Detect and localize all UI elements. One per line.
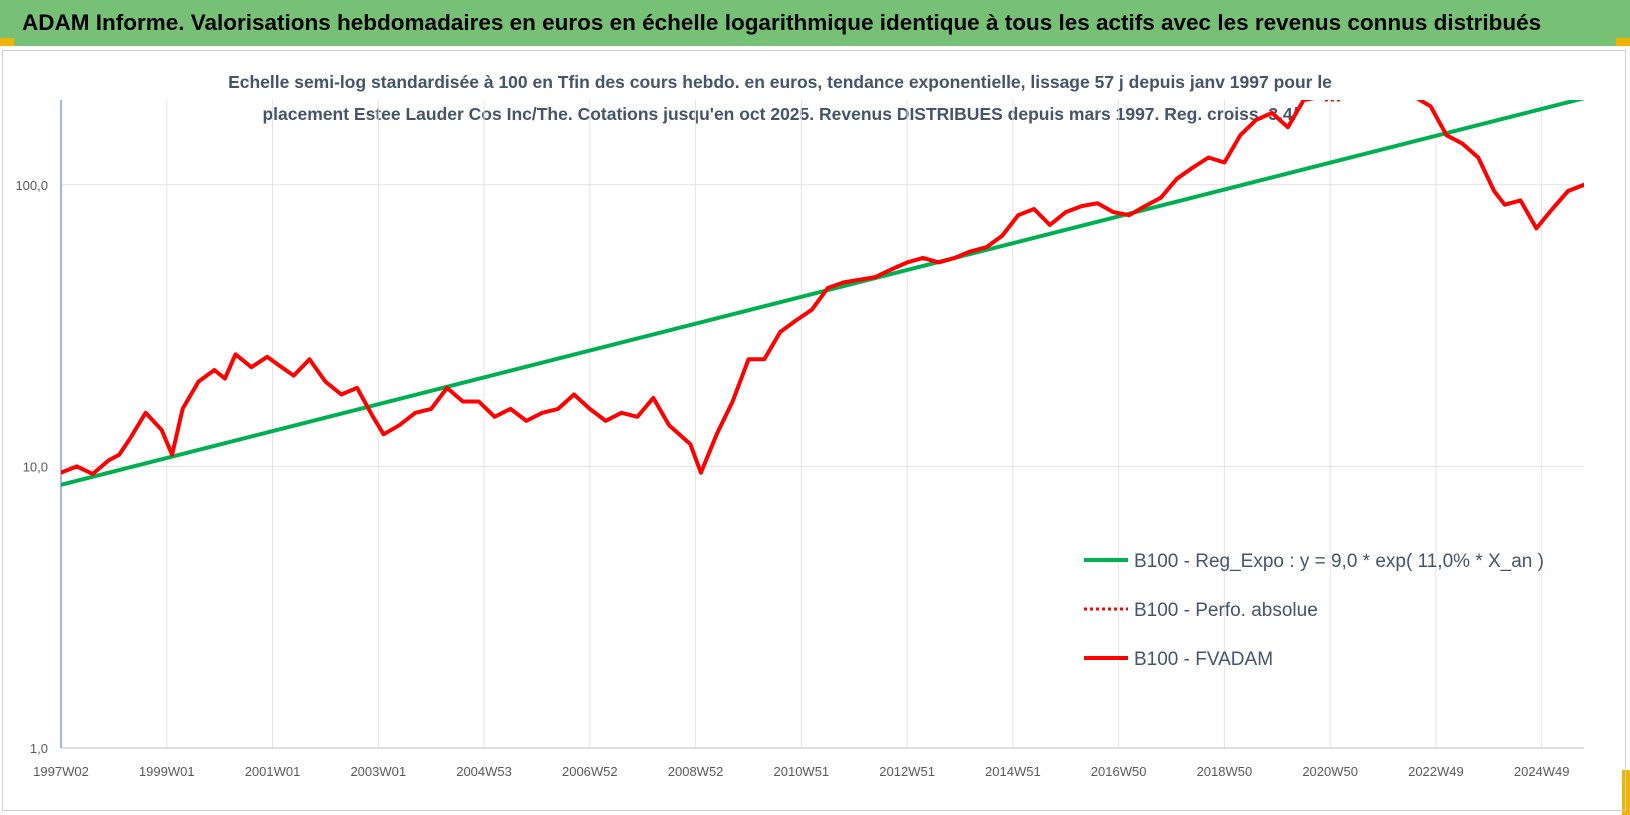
x-tick-label: 2024W49 <box>1514 764 1570 779</box>
axes: 1997W02 1999W01 2001W01 2003W01 2004W53 2006W… <box>15 100 1584 779</box>
legend: B100 - Reg_Expo : y = 9,0 * exp( 11,0% *… <box>1084 551 1544 670</box>
corner-marker <box>1622 770 1630 815</box>
y-tick-label: 10,0 <box>23 459 48 474</box>
x-tick-label: 2003W01 <box>350 764 406 779</box>
title-bar: ADAM Informe. Valorisations hebdomadaire… <box>0 0 1630 46</box>
x-tick-label: 2022W49 <box>1408 764 1464 779</box>
grid-lines <box>61 100 1584 749</box>
legend-label: B100 - Perfo. absolue <box>1134 600 1318 621</box>
series-line-3 <box>61 100 1584 476</box>
x-tick-label: 2006W52 <box>562 764 618 779</box>
x-tick-label: 2001W01 <box>245 764 301 779</box>
x-tick-label: 2004W53 <box>456 764 512 779</box>
x-tick-label: 2020W50 <box>1302 764 1358 779</box>
corner-marker <box>0 38 14 46</box>
chart-subtitle-line2: placement Estee Lauder Cos Inc/The. Cota… <box>262 104 1298 124</box>
x-tick-label: 2018W50 <box>1197 764 1253 779</box>
x-tick-label: 2014W51 <box>985 764 1041 779</box>
chart-subtitle-line1: Echelle semi-log standardisée à 100 en T… <box>228 72 1332 92</box>
legend-label: B100 - Reg_Expo : y = 9,0 * exp( 11,0% *… <box>1134 551 1544 572</box>
legend-label: B100 - FVADAM <box>1134 649 1273 670</box>
x-tick-label: 2016W50 <box>1091 764 1147 779</box>
y-tick-label: 1,0 <box>30 741 48 756</box>
x-tick-label: 2008W52 <box>668 764 724 779</box>
page-title: ADAM Informe. Valorisations hebdomadaire… <box>22 10 1542 35</box>
x-tick-label: 2010W51 <box>774 764 830 779</box>
x-tick-label: 1997W02 <box>33 764 89 779</box>
series-line-1 <box>61 100 1584 487</box>
series-lines <box>61 100 1584 487</box>
corner-marker <box>1616 38 1630 46</box>
x-tick-label: 1999W01 <box>139 764 195 779</box>
y-tick-label: 100,0 <box>15 178 48 193</box>
chart-frame <box>2 50 1626 811</box>
x-tick-label: 2012W51 <box>879 764 935 779</box>
